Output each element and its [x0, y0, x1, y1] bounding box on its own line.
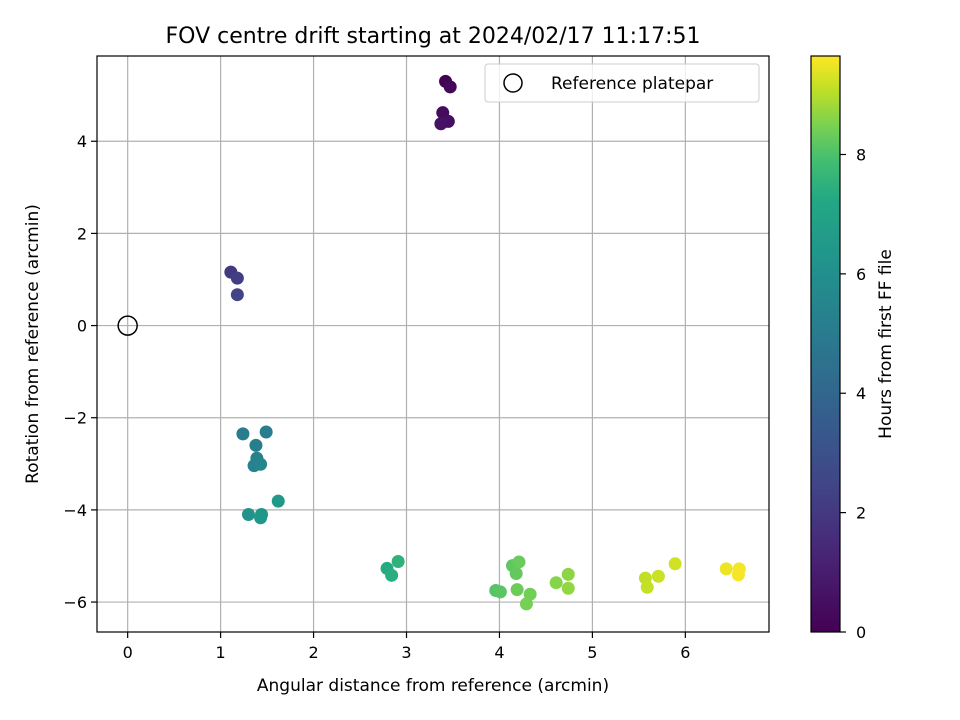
data-points	[224, 74, 746, 611]
data-point	[242, 507, 256, 521]
x-tick-label: 6	[680, 643, 690, 662]
data-point	[249, 438, 263, 452]
legend-reference-marker	[503, 73, 523, 93]
data-point	[509, 566, 523, 580]
x-tick-label: 0	[123, 643, 133, 662]
data-point	[519, 597, 533, 611]
data-point	[385, 568, 399, 582]
colorbar-tick-label: 6	[856, 265, 866, 284]
reference-layer	[117, 315, 138, 336]
colorbar-tick-label: 2	[856, 504, 866, 523]
chart-title: FOV centre drift starting at 2024/02/17 …	[166, 24, 701, 49]
x-tick-label: 1	[216, 643, 226, 662]
y-tick-label: 2	[77, 224, 87, 243]
data-point	[254, 457, 268, 471]
reference-platepar-marker	[117, 315, 138, 336]
y-tick-label: 4	[77, 132, 87, 151]
data-point	[719, 562, 733, 576]
legend-entry-reference: Reference platepar	[551, 74, 713, 94]
colorbar-tick-label: 8	[856, 145, 866, 164]
x-tick-label: 3	[401, 643, 411, 662]
grid-lines	[97, 56, 769, 632]
data-point	[391, 554, 405, 568]
data-point	[259, 425, 273, 439]
data-point	[493, 585, 507, 599]
colorbar-tick-label: 4	[856, 384, 866, 403]
colorbar-tick-label: 0	[856, 623, 866, 642]
data-point	[510, 583, 524, 597]
x-tick-label: 4	[494, 643, 504, 662]
plot-frame	[96, 55, 770, 633]
data-point	[236, 427, 250, 441]
legend-box	[484, 63, 760, 103]
data-point	[443, 80, 457, 94]
colorbar	[810, 55, 841, 633]
data-point	[271, 494, 285, 508]
legend: Reference platepar	[484, 63, 760, 103]
x-axis-ticks: 0 1 2 3 4 5 6	[123, 632, 690, 662]
data-point	[640, 580, 654, 594]
y-tick-label: −4	[63, 501, 87, 520]
data-point	[549, 576, 563, 590]
colorbar-label: Hours from first FF file	[876, 249, 896, 439]
data-point	[561, 567, 575, 581]
y-tick-label: 0	[77, 317, 87, 336]
y-tick-label: −6	[63, 593, 87, 612]
data-point	[651, 569, 665, 583]
data-point	[230, 288, 244, 302]
data-point	[254, 511, 268, 525]
x-axis-label: Angular distance from reference (arcmin)	[257, 676, 609, 696]
data-point	[434, 117, 448, 131]
data-point	[230, 271, 244, 285]
data-point	[561, 581, 575, 595]
y-tick-label: −2	[63, 409, 87, 428]
x-tick-label: 2	[308, 643, 318, 662]
data-point	[512, 555, 526, 569]
data-point	[731, 568, 745, 582]
y-axis-ticks: −6 −4 −2 0 2 4	[63, 132, 97, 612]
colorbar-ticks: 0 2 4 6 8	[840, 145, 866, 642]
x-tick-label: 5	[587, 643, 597, 662]
data-point	[668, 557, 682, 571]
y-axis-label: Rotation from reference (arcmin)	[23, 204, 43, 484]
